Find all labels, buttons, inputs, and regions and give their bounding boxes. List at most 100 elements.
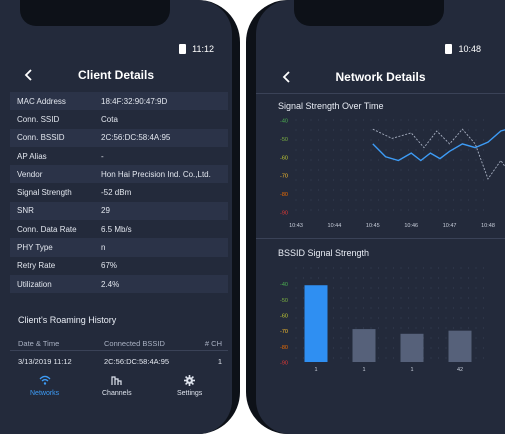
grid-dot — [370, 327, 372, 329]
grid-dot — [475, 189, 477, 191]
grid-dot — [370, 159, 372, 161]
grid-dot — [318, 209, 319, 211]
grid-dot — [333, 337, 334, 339]
grid-dot — [408, 209, 409, 211]
divider — [10, 350, 228, 351]
detail-label: Conn. Data Rate — [17, 224, 77, 234]
grid-dot — [460, 297, 462, 299]
grid-dot — [453, 119, 454, 121]
grid-dot — [295, 327, 297, 329]
grid-dot — [340, 357, 342, 359]
grid-dot — [363, 189, 364, 191]
grid-dot — [408, 297, 409, 299]
detail-value: 67% — [101, 261, 118, 271]
grid-dot — [378, 297, 379, 299]
grid-dot — [393, 347, 394, 349]
grid-dot — [393, 169, 394, 171]
status-bar: 11:12 — [179, 44, 214, 54]
grid-dot — [310, 267, 312, 269]
grid-dot — [445, 297, 447, 299]
grid-dot — [385, 159, 387, 161]
column-header-date: Date & Time — [18, 339, 60, 348]
table-row[interactable]: 3/13/2019 11:12 2C:56:DC:58:4A:95 1 — [18, 357, 222, 366]
grid-dot — [445, 267, 447, 269]
grid-dot — [423, 179, 424, 181]
grid-dot — [408, 189, 409, 191]
detail-row: PHY Type n — [10, 238, 228, 257]
grid-dot — [378, 277, 379, 279]
bar — [448, 330, 472, 362]
tab-networks[interactable]: Networks — [30, 374, 59, 397]
grid-dot — [453, 209, 454, 211]
grid-dot — [348, 277, 349, 279]
grid-dot — [438, 129, 439, 131]
grid-dot — [325, 139, 327, 141]
grid-dot — [453, 317, 454, 319]
grid-dot — [340, 327, 342, 329]
grid-dot — [475, 267, 477, 269]
grid-dot — [460, 277, 462, 279]
detail-label: Utilization — [17, 279, 52, 289]
grid-dot — [475, 297, 477, 299]
grid-dot — [483, 149, 484, 151]
grid-dot — [378, 119, 379, 121]
grid-dot — [385, 139, 387, 141]
grid-dot — [295, 179, 297, 181]
grid-dot — [460, 169, 462, 171]
detail-row: Vendor Hon Hai Precision Ind. Co.,Ltd. — [10, 165, 228, 184]
grid-dot — [363, 277, 364, 279]
grid-dot — [310, 149, 312, 151]
grid-dot — [303, 169, 304, 171]
grid-dot — [385, 129, 387, 131]
grid-dot — [415, 179, 417, 181]
grid-dot — [408, 129, 409, 131]
grid-dot — [340, 287, 342, 289]
grid-dot — [378, 287, 379, 289]
grid-dot — [415, 119, 417, 121]
grid-dot — [378, 337, 379, 339]
grid-dot — [430, 337, 432, 339]
grid-dot — [370, 267, 372, 269]
grid-dot — [438, 159, 439, 161]
x-tick-label: 10:46 — [404, 223, 418, 229]
grid-dot — [340, 129, 342, 131]
detail-value: n — [101, 243, 106, 253]
grid-dot — [363, 169, 364, 171]
grid-dot — [460, 209, 462, 211]
grid-dot — [340, 119, 342, 121]
grid-dot — [340, 199, 342, 201]
grid-dot — [318, 159, 319, 161]
grid-dot — [475, 159, 477, 161]
grid-dot — [415, 317, 417, 319]
right-phone-frame: 10:48 Network Details Signal Strength Ov… — [246, 0, 505, 434]
back-button[interactable] — [278, 68, 294, 86]
grid-dot — [363, 327, 364, 329]
grid-dot — [363, 317, 364, 319]
grid-dot — [468, 297, 469, 299]
grid-dot — [303, 199, 304, 201]
grid-dot — [475, 347, 477, 349]
grid-dot — [355, 149, 357, 151]
grid-dot — [325, 199, 327, 201]
grid-dot — [303, 337, 304, 339]
back-button[interactable] — [20, 66, 36, 84]
status-time: 11:12 — [192, 44, 214, 54]
grid-dot — [385, 317, 387, 319]
grid-dot — [460, 317, 462, 319]
grid-dot — [460, 179, 462, 181]
grid-dot — [348, 209, 349, 211]
grid-dot — [453, 159, 454, 161]
tab-settings[interactable]: Settings — [177, 374, 202, 397]
grid-dot — [325, 267, 327, 269]
tab-channels[interactable]: Channels — [102, 374, 132, 397]
grid-dot — [363, 119, 364, 121]
grid-dot — [333, 209, 334, 211]
chevron-left-icon — [24, 69, 32, 81]
grid-dot — [468, 307, 469, 309]
grid-dot — [438, 297, 439, 299]
grid-dot — [423, 209, 424, 211]
detail-label: Signal Strength — [17, 188, 72, 198]
grid-dot — [415, 189, 417, 191]
grid-dot — [445, 169, 447, 171]
grid-dot — [408, 159, 409, 161]
